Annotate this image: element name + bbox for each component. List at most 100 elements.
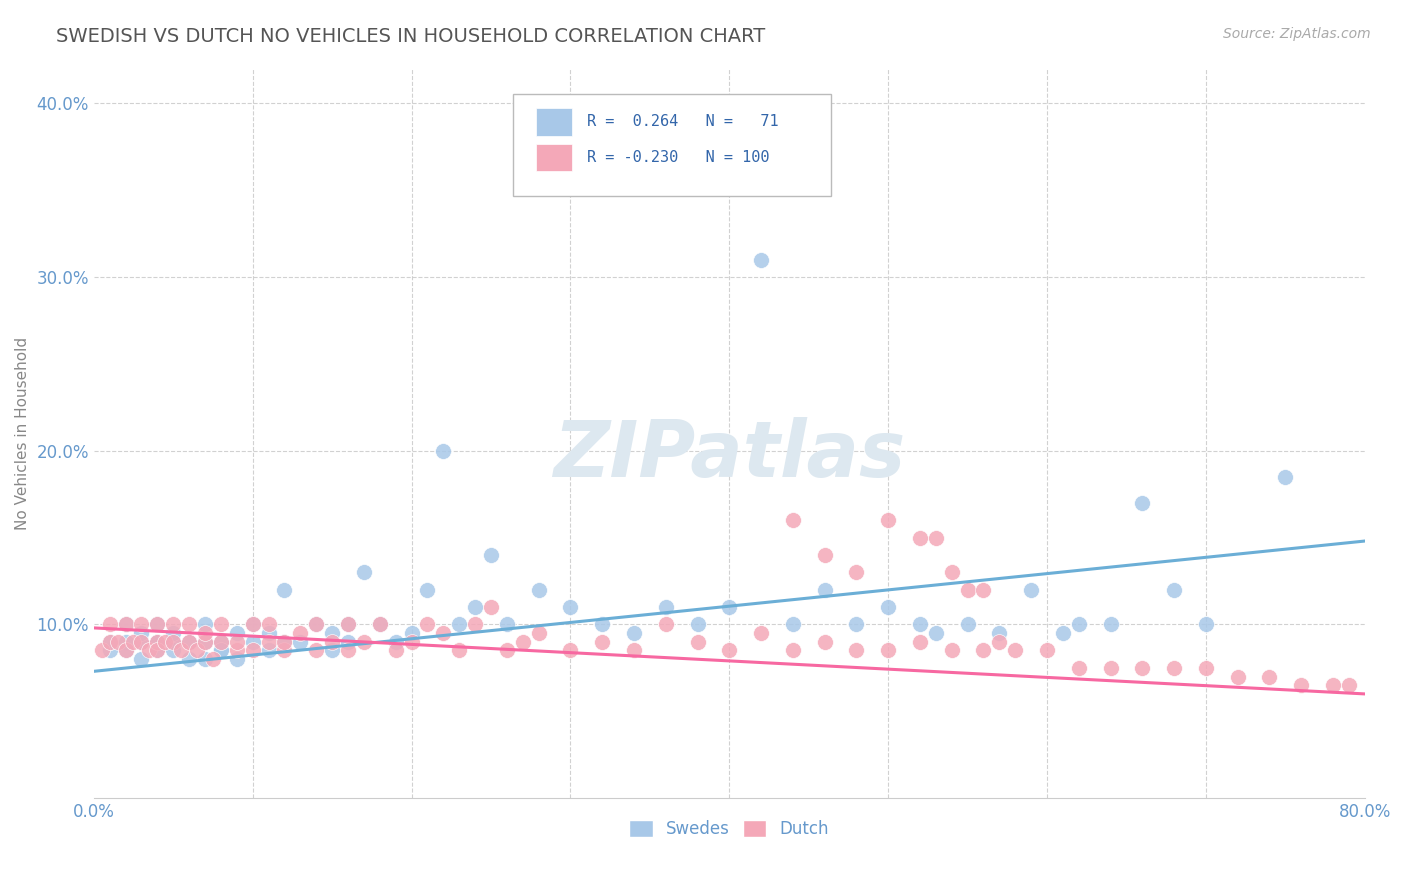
Point: [131, 634, 153, 648]
Point: [131, 652, 153, 666]
Point: [416, 582, 439, 597]
Point: [209, 617, 232, 632]
Point: [305, 643, 328, 657]
Point: [257, 626, 280, 640]
Point: [353, 566, 375, 580]
Point: [908, 634, 931, 648]
Point: [114, 617, 136, 632]
Point: [194, 652, 217, 666]
Point: [877, 513, 900, 527]
Point: [464, 600, 486, 615]
Point: [479, 548, 502, 562]
Point: [114, 643, 136, 657]
Point: [107, 634, 129, 648]
Point: [114, 617, 136, 632]
Point: [209, 643, 232, 657]
Point: [336, 617, 359, 632]
Point: [242, 643, 264, 657]
Point: [813, 634, 835, 648]
Point: [686, 634, 709, 648]
Point: [177, 652, 200, 666]
Point: [464, 617, 486, 632]
Point: [114, 643, 136, 657]
Point: [162, 617, 184, 632]
Point: [131, 634, 153, 648]
Point: [908, 617, 931, 632]
Point: [925, 626, 948, 640]
Point: [654, 617, 676, 632]
Point: [273, 643, 295, 657]
Point: [146, 634, 169, 648]
Point: [845, 566, 868, 580]
Point: [813, 582, 835, 597]
Point: [1099, 661, 1122, 675]
Text: SWEDISH VS DUTCH NO VEHICLES IN HOUSEHOLD CORRELATION CHART: SWEDISH VS DUTCH NO VEHICLES IN HOUSEHOL…: [56, 27, 765, 45]
Point: [186, 643, 208, 657]
Point: [623, 626, 645, 640]
Point: [718, 600, 741, 615]
Point: [98, 643, 121, 657]
Point: [972, 643, 994, 657]
Point: [194, 634, 217, 648]
Point: [257, 617, 280, 632]
Point: [654, 600, 676, 615]
Point: [527, 626, 550, 640]
Point: [162, 634, 184, 648]
Point: [1019, 582, 1042, 597]
Point: [122, 634, 145, 648]
Point: [131, 626, 153, 640]
Point: [305, 617, 328, 632]
Point: [242, 617, 264, 632]
Point: [353, 634, 375, 648]
Text: ZIPatlas: ZIPatlas: [553, 417, 905, 493]
Point: [956, 582, 979, 597]
Point: [384, 634, 406, 648]
Point: [560, 643, 582, 657]
Point: [432, 626, 454, 640]
Point: [305, 617, 328, 632]
Point: [1052, 626, 1074, 640]
Point: [941, 566, 963, 580]
Point: [1163, 661, 1185, 675]
Point: [336, 634, 359, 648]
Point: [623, 643, 645, 657]
Point: [845, 643, 868, 657]
Point: [336, 617, 359, 632]
Point: [146, 643, 169, 657]
Point: [560, 600, 582, 615]
Point: [162, 643, 184, 657]
Point: [194, 634, 217, 648]
Point: [988, 634, 1011, 648]
Point: [162, 626, 184, 640]
Point: [877, 643, 900, 657]
FancyBboxPatch shape: [513, 94, 831, 196]
Point: [321, 634, 343, 648]
Point: [941, 643, 963, 657]
Point: [813, 548, 835, 562]
Point: [1099, 617, 1122, 632]
Point: [194, 617, 217, 632]
Point: [591, 617, 613, 632]
Legend: Swedes, Dutch: Swedes, Dutch: [623, 813, 837, 845]
Point: [718, 643, 741, 657]
Point: [273, 582, 295, 597]
Point: [225, 634, 247, 648]
Point: [749, 626, 772, 640]
Point: [225, 652, 247, 666]
Point: [956, 617, 979, 632]
Point: [908, 531, 931, 545]
Point: [98, 634, 121, 648]
Point: [449, 617, 471, 632]
Point: [201, 652, 224, 666]
Point: [90, 643, 112, 657]
Point: [114, 634, 136, 648]
Point: [686, 617, 709, 632]
Point: [146, 643, 169, 657]
Point: [782, 643, 804, 657]
Point: [988, 626, 1011, 640]
Point: [1195, 617, 1218, 632]
Point: [98, 617, 121, 632]
Point: [321, 643, 343, 657]
Point: [1067, 661, 1090, 675]
Point: [242, 617, 264, 632]
